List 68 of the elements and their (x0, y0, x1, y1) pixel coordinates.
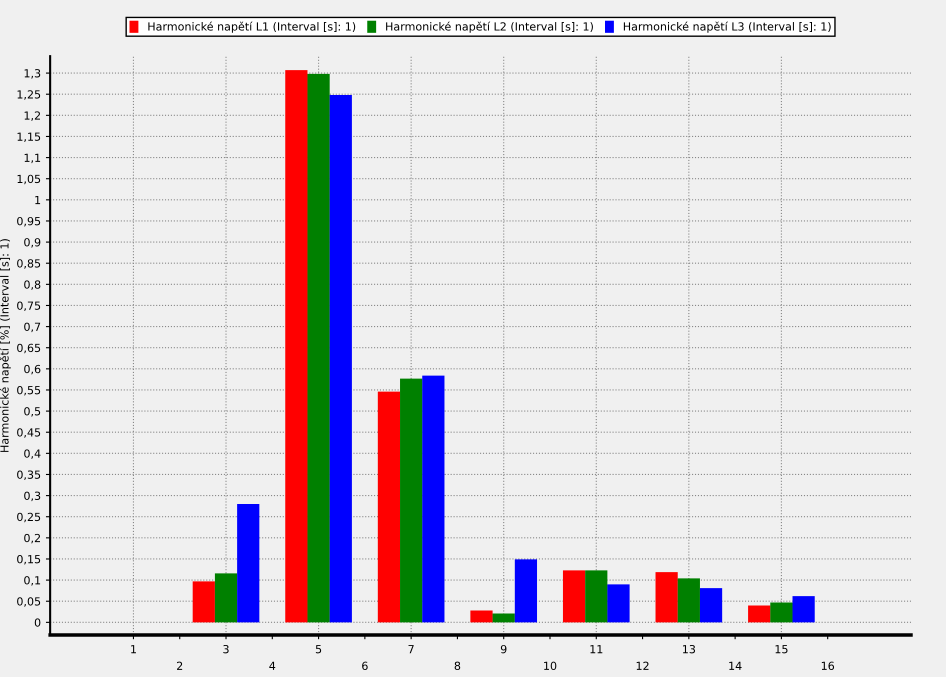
bar (770, 602, 793, 622)
y-tick-label: 0,9 (24, 238, 40, 248)
x-tick-label: 16 (822, 662, 834, 670)
bar (378, 392, 400, 622)
y-tick-label: 0,4 (24, 449, 40, 459)
y-tick-label: 1,25 (18, 90, 40, 100)
bar (656, 572, 678, 622)
x-tick-label: 14 (729, 662, 742, 670)
y-tick-label: 0,55 (17, 386, 40, 396)
y-tick-label: 0,1 (24, 576, 40, 586)
bar (470, 610, 493, 622)
y-tick-label: 1,05 (18, 174, 40, 184)
bar (607, 584, 630, 622)
y-tick-label: 0,35 (17, 470, 40, 480)
bar (192, 581, 215, 622)
bar (400, 378, 422, 622)
y-tick-label: 0 (34, 618, 40, 627)
y-tick-label: 0,8 (24, 280, 40, 290)
bar (562, 570, 586, 622)
x-tick-label: 12 (636, 662, 649, 670)
x-tick-label: 10 (544, 662, 556, 670)
bar (330, 95, 352, 622)
x-tick-label: 1 (131, 645, 136, 654)
bar (237, 504, 260, 622)
y-tick-label: 0,65 (17, 344, 40, 354)
bar (422, 376, 444, 622)
bar (514, 559, 538, 622)
y-tick-label: 0,75 (17, 301, 40, 311)
bar (678, 578, 700, 622)
x-tick-label: 4 (269, 662, 276, 670)
bar (214, 573, 238, 622)
bar (585, 570, 608, 622)
bar (285, 70, 308, 622)
y-tick-label: 1,2 (24, 111, 40, 121)
x-tick-label: 6 (362, 662, 368, 670)
x-tick-label: 8 (454, 662, 460, 670)
bar (700, 588, 722, 622)
bar (748, 605, 770, 622)
legend-label: Harmonické napětí L1 (Interval [s]: 1) (148, 22, 356, 33)
bar (307, 74, 330, 622)
y-tick-label: 0,7 (24, 322, 40, 332)
y-tick-label: 0,5 (24, 407, 40, 417)
y-tick-label: 0,3 (24, 492, 40, 502)
y-tick-label: 0,6 (24, 364, 40, 374)
y-tick-label: 1,15 (18, 132, 40, 142)
y-tick-label: 0,45 (17, 428, 40, 438)
bar (492, 613, 515, 622)
x-tick-label: 5 (316, 645, 322, 654)
x-tick-label: 15 (776, 645, 788, 654)
legend-label: Harmonické napětí L3 (Interval [s]: 1) (624, 22, 831, 33)
y-tick-label: 1,3 (24, 69, 40, 79)
y-tick-label: 0,95 (17, 216, 40, 226)
x-tick-label: 9 (500, 644, 506, 654)
y-tick-label: 1,1 (24, 154, 40, 164)
legend-label: Harmonické napětí L2 (Interval [s]: 1) (386, 22, 593, 33)
x-tick-label: 7 (408, 645, 414, 654)
y-tick-label: 0,15 (17, 554, 40, 564)
x-tick-label: 3 (223, 644, 229, 654)
y-tick-label: 1 (35, 196, 40, 204)
x-tick-label: 2 (177, 662, 182, 670)
y-tick-label: 0,2 (24, 534, 40, 544)
bar (792, 596, 815, 622)
y-tick-label: 0,05 (17, 597, 40, 607)
y-axis-title: Harmonické napětí [%] (Interval [s]: 1) (0, 239, 11, 452)
x-tick-label: 11 (590, 645, 602, 654)
y-tick-label: 0,25 (17, 512, 40, 522)
y-tick-label: 0,85 (17, 259, 40, 269)
x-tick-label: 13 (682, 644, 696, 654)
